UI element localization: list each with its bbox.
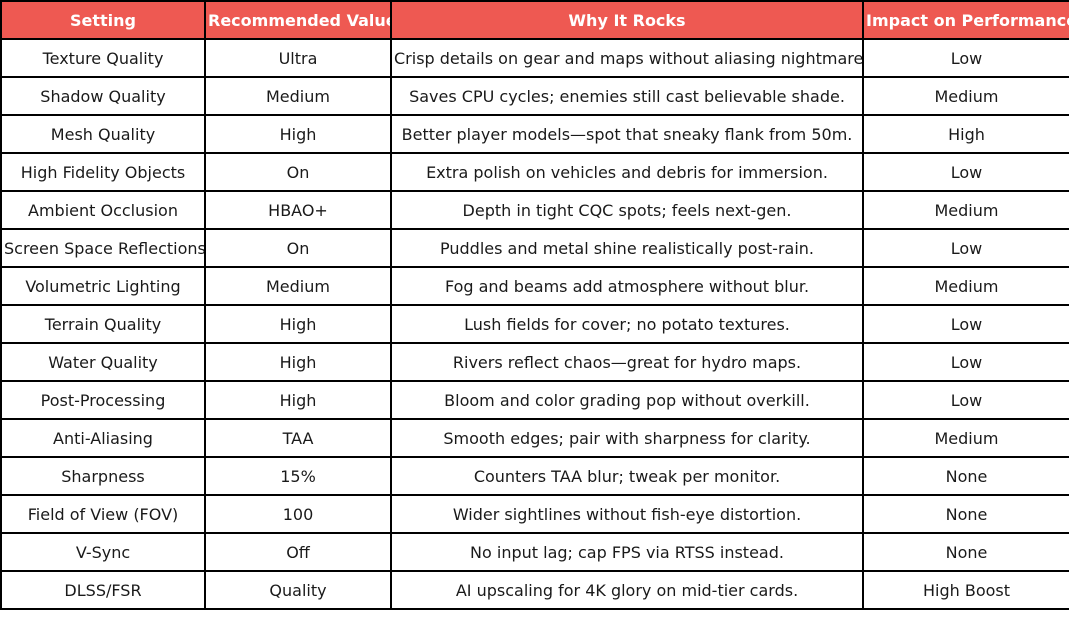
cell-setting: V-Sync — [0, 532, 206, 572]
cell-recommended-value: Quality — [204, 570, 392, 610]
cell-setting: Water Quality — [0, 342, 206, 382]
cell-recommended-value: HBAO+ — [204, 190, 392, 230]
cell-impact: Medium — [862, 76, 1069, 116]
cell-why-it-rocks: Crisp details on gear and maps without a… — [390, 38, 864, 78]
cell-setting: Texture Quality — [0, 38, 206, 78]
cell-why-it-rocks: Rivers reflect chaos—great for hydro map… — [390, 342, 864, 382]
cell-why-it-rocks: Fog and beams add atmosphere without blu… — [390, 266, 864, 306]
header-setting: Setting — [0, 0, 206, 40]
cell-recommended-value: Ultra — [204, 38, 392, 78]
cell-impact: High — [862, 114, 1069, 154]
table-row: Post-Processing High Bloom and color gradi… — [0, 380, 1069, 420]
cell-impact: Medium — [862, 266, 1069, 306]
settings-table: Setting Recommended Value Why It Rocks I… — [0, 0, 1069, 610]
table-row: Volumetric Lighting Medium Fog and beams a… — [0, 266, 1069, 306]
cell-why-it-rocks: Saves CPU cycles; enemies still cast bel… — [390, 76, 864, 116]
cell-setting: Terrain Quality — [0, 304, 206, 344]
table-row: Texture Quality Ultra Crisp details on gea… — [0, 38, 1069, 78]
cell-recommended-value: TAA — [204, 418, 392, 458]
cell-recommended-value: Off — [204, 532, 392, 572]
table-row: Water Quality High Rivers reflect chaos—gr… — [0, 342, 1069, 382]
cell-recommended-value: Medium — [204, 76, 392, 116]
cell-setting: Sharpness — [0, 456, 206, 496]
cell-setting: Field of View (FOV) — [0, 494, 206, 534]
cell-impact: Medium — [862, 418, 1069, 458]
cell-impact: None — [862, 456, 1069, 496]
cell-impact: Low — [862, 380, 1069, 420]
table-row: Mesh Quality High Better player models—spo… — [0, 114, 1069, 154]
cell-impact: High Boost — [862, 570, 1069, 610]
table-row: Anti-Aliasing TAA Smooth edges; pair with … — [0, 418, 1069, 458]
cell-setting: DLSS/FSR — [0, 570, 206, 610]
table-row: Shadow Quality Medium Saves CPU cycles; en… — [0, 76, 1069, 116]
cell-impact: None — [862, 532, 1069, 572]
cell-why-it-rocks: AI upscaling for 4K glory on mid-tier ca… — [390, 570, 864, 610]
cell-recommended-value: High — [204, 342, 392, 382]
cell-impact: Low — [862, 304, 1069, 344]
table-row: Ambient Occlusion HBAO+ Depth in tight CQC… — [0, 190, 1069, 230]
table-row: Terrain Quality High Lush fields for cover… — [0, 304, 1069, 344]
cell-recommended-value: High — [204, 304, 392, 344]
cell-impact: Low — [862, 38, 1069, 78]
cell-setting: Screen Space Reflections — [0, 228, 206, 268]
header-why-it-rocks: Why It Rocks — [390, 0, 864, 40]
cell-recommended-value: High — [204, 114, 392, 154]
header-recommended-value: Recommended Value — [204, 0, 392, 40]
cell-why-it-rocks: Extra polish on vehicles and debris for … — [390, 152, 864, 192]
cell-setting: Ambient Occlusion — [0, 190, 206, 230]
cell-setting: Volumetric Lighting — [0, 266, 206, 306]
table-row: Sharpness 15% Counters TAA blur; tweak per… — [0, 456, 1069, 496]
header-impact: Impact on Performance — [862, 0, 1069, 40]
cell-why-it-rocks: Puddles and metal shine realistically po… — [390, 228, 864, 268]
cell-setting: High Fidelity Objects — [0, 152, 206, 192]
cell-impact: Low — [862, 152, 1069, 192]
cell-setting: Mesh Quality — [0, 114, 206, 154]
cell-impact: Medium — [862, 190, 1069, 230]
cell-setting: Anti-Aliasing — [0, 418, 206, 458]
cell-impact: Low — [862, 228, 1069, 268]
cell-setting: Shadow Quality — [0, 76, 206, 116]
cell-impact: None — [862, 494, 1069, 534]
cell-recommended-value: 100 — [204, 494, 392, 534]
cell-impact: Low — [862, 342, 1069, 382]
cell-why-it-rocks: Counters TAA blur; tweak per monitor. — [390, 456, 864, 496]
table-row: Field of View (FOV) 100 Wider sightlines w… — [0, 494, 1069, 534]
cell-why-it-rocks: No input lag; cap FPS via RTSS instead. — [390, 532, 864, 572]
cell-recommended-value: Medium — [204, 266, 392, 306]
table-row: V-Sync Off No input lag; cap FPS via RTSS … — [0, 532, 1069, 572]
table-row: DLSS/FSR Quality AI upscaling for 4K glory… — [0, 570, 1069, 610]
cell-recommended-value: On — [204, 152, 392, 192]
cell-setting: Post-Processing — [0, 380, 206, 420]
table-row: High Fidelity Objects On Extra polish on v… — [0, 152, 1069, 192]
cell-why-it-rocks: Smooth edges; pair with sharpness for cl… — [390, 418, 864, 458]
cell-why-it-rocks: Bloom and color grading pop without over… — [390, 380, 864, 420]
cell-recommended-value: High — [204, 380, 392, 420]
cell-why-it-rocks: Wider sightlines without fish-eye distor… — [390, 494, 864, 534]
table-row: Screen Space Reflections On Puddles and me… — [0, 228, 1069, 268]
header-row: Setting Recommended Value Why It Rocks I… — [0, 0, 1069, 40]
cell-why-it-rocks: Better player models—spot that sneaky fl… — [390, 114, 864, 154]
cell-why-it-rocks: Depth in tight CQC spots; feels next-gen… — [390, 190, 864, 230]
cell-why-it-rocks: Lush fields for cover; no potato texture… — [390, 304, 864, 344]
cell-recommended-value: On — [204, 228, 392, 268]
cell-recommended-value: 15% — [204, 456, 392, 496]
